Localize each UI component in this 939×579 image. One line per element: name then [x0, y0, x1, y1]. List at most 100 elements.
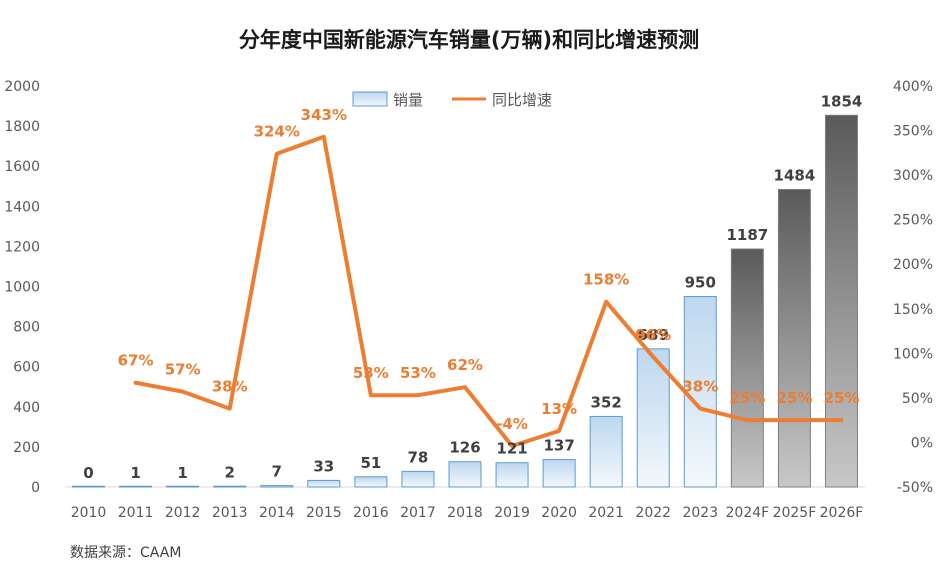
- growth-line: [133, 134, 844, 449]
- bar-value-label: 2: [224, 464, 234, 482]
- legend-bar-label: 销量: [393, 91, 423, 109]
- bar: [72, 485, 106, 488]
- source-note: 数据来源：CAAM: [70, 545, 181, 561]
- line-data-labels: 67% 57% 38% 324%343% 53% 53% 62% -4% 13% 158% 96% 3…: [118, 106, 860, 433]
- x-axis-tick: 2021: [588, 505, 624, 521]
- bar: [260, 485, 294, 488]
- bar: [401, 470, 435, 488]
- left-axis-tick: 1400: [4, 199, 40, 215]
- x-axis: 2010 2011 2012 2013 2014 2015 2016 2017 2018 2019…: [71, 505, 864, 521]
- x-axis-tick: 2017: [400, 505, 436, 521]
- bar-value-label: 352: [591, 393, 622, 411]
- bar-value-label: 121: [496, 440, 527, 458]
- right-axis: -50% 0% 50% 100% 150% 200% 250% 300% 350% 400%: [893, 79, 933, 496]
- right-axis-tick: 350%: [893, 124, 933, 140]
- right-axis-tick: 150%: [893, 302, 933, 318]
- bar-data-labels: 0 1 1 2 7 33 51 78 126 121 137 352 689 950 1187 1484 185…: [83, 92, 862, 482]
- growth-value-label: 25%: [729, 389, 765, 407]
- bar: [542, 459, 576, 488]
- bar-value-label: 0: [83, 464, 93, 482]
- growth-value-label: 13%: [541, 400, 577, 418]
- chart-title: 分年度中国新能源汽车销量(万辆)和同比增速预测: [239, 28, 699, 52]
- bar: [354, 476, 388, 488]
- bar-value-label: 7: [272, 463, 282, 481]
- bar: [119, 485, 153, 488]
- x-axis-tick: 2023: [682, 505, 718, 521]
- growth-value-label: 343%: [301, 106, 347, 124]
- bar: [213, 485, 247, 488]
- left-axis-tick: 0: [31, 480, 40, 496]
- growth-value-label: -4%: [496, 415, 528, 433]
- bar-value-label: 950: [685, 274, 716, 292]
- bar: [589, 415, 623, 488]
- right-axis-tick: 250%: [893, 213, 933, 229]
- growth-value-label: 53%: [400, 364, 436, 382]
- left-axis-tick: 200: [13, 440, 40, 456]
- right-axis-tick: -50%: [897, 480, 933, 496]
- x-axis-tick: 2026F: [820, 505, 864, 521]
- bar: [166, 485, 200, 488]
- x-axis-tick: 2016: [353, 505, 389, 521]
- left-axis-tick: 800: [13, 320, 40, 336]
- right-axis-tick: 400%: [893, 79, 933, 95]
- legend-line-label: 同比增速: [492, 91, 552, 109]
- growth-value-label: 25%: [776, 389, 812, 407]
- left-axis-tick: 400: [13, 400, 40, 416]
- bar-series: [72, 114, 858, 488]
- bar-value-label: 126: [449, 439, 480, 457]
- x-axis-tick: 2015: [306, 505, 342, 521]
- bar-value-label: 78: [408, 448, 429, 466]
- x-axis-tick: 2018: [447, 505, 483, 521]
- bar: [495, 462, 529, 488]
- bar-value-label: 1484: [774, 166, 816, 184]
- x-axis-tick: 2025F: [773, 505, 817, 521]
- legend: 销量 同比增速: [352, 91, 552, 109]
- growth-value-label: 67%: [118, 352, 154, 370]
- x-axis-tick: 2011: [118, 505, 154, 521]
- left-axis-tick: 1600: [4, 159, 40, 175]
- bar-value-label: 33: [313, 457, 334, 475]
- growth-value-label: 62%: [447, 356, 483, 374]
- x-axis-tick: 2010: [71, 505, 107, 521]
- line-series: [133, 134, 844, 449]
- left-axis-tick: 1200: [4, 239, 40, 255]
- right-axis-tick: 50%: [902, 391, 933, 407]
- x-axis-tick: 2020: [541, 505, 577, 521]
- bar-value-label: 51: [360, 454, 381, 472]
- right-axis-tick: 100%: [893, 346, 933, 362]
- left-axis-tick: 1000: [4, 280, 40, 296]
- bar: [307, 479, 341, 488]
- bar-value-label: 1: [130, 464, 140, 482]
- x-axis-tick: 2024F: [726, 505, 770, 521]
- bar-value-label: 1: [177, 464, 187, 482]
- growth-value-label: 38%: [212, 378, 248, 396]
- bar: [683, 296, 717, 488]
- left-axis-tick: 600: [13, 360, 40, 376]
- growth-value-label: 57%: [165, 361, 201, 379]
- growth-value-label: 53%: [353, 364, 389, 382]
- right-axis-tick: 0%: [911, 435, 933, 451]
- growth-value-label: 38%: [682, 378, 718, 396]
- growth-value-label: 25%: [824, 389, 860, 407]
- bar-value-label: 137: [543, 437, 574, 455]
- growth-value-label: 96%: [635, 326, 671, 344]
- x-axis-tick: 2022: [635, 505, 671, 521]
- left-axis: 0 200 400 600 800 1000 1200 1400 1600 1800 2000: [4, 79, 40, 496]
- x-axis-tick: 2014: [259, 505, 295, 521]
- bar: [636, 348, 670, 488]
- x-axis-tick: 2019: [494, 505, 530, 521]
- bar-value-label: 1854: [821, 92, 863, 110]
- bar-value-label: 689: [638, 326, 669, 344]
- growth-value-label: 324%: [254, 123, 300, 141]
- right-axis-tick: 200%: [893, 257, 933, 273]
- bar-forecast: [824, 114, 858, 488]
- left-axis-tick: 2000: [4, 79, 40, 95]
- legend-bar-swatch: [352, 91, 388, 107]
- bar-forecast: [730, 248, 764, 488]
- bar-value-label: 1187: [726, 226, 768, 244]
- x-axis-tick: 2013: [212, 505, 248, 521]
- right-axis-tick: 300%: [893, 168, 933, 184]
- x-axis-tick: 2012: [165, 505, 201, 521]
- bar-forecast: [777, 188, 811, 488]
